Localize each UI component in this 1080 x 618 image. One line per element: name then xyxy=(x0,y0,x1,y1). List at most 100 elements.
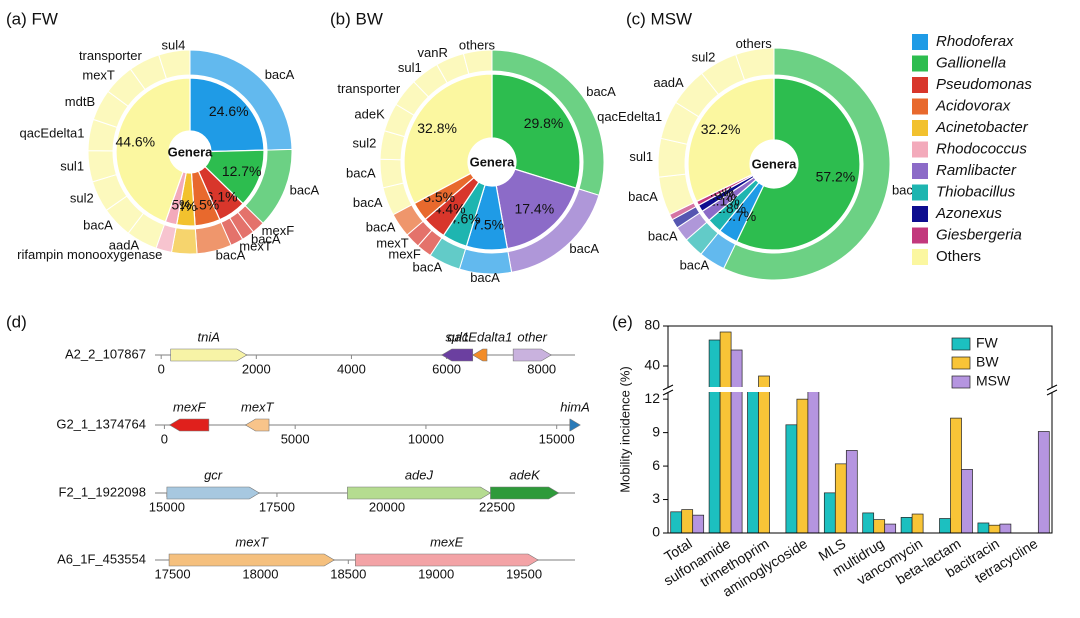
gene-label: qacEdalta1 xyxy=(447,329,512,344)
panel-title: (a) FW xyxy=(6,9,58,28)
value-label: 57.2% xyxy=(816,169,856,185)
x-tick-label: 2000 xyxy=(242,361,271,376)
x-tick-label: 17500 xyxy=(259,499,295,514)
legend-label: BW xyxy=(976,354,999,370)
gene-label: sul1 xyxy=(445,329,469,344)
gene-label: bacA xyxy=(413,259,443,274)
center-label: Genera xyxy=(470,154,516,169)
panel-title: (b) BW xyxy=(330,9,383,28)
gene-label: mexT xyxy=(82,67,115,82)
y-axis-label: Mobility incidence (%) xyxy=(617,366,632,492)
center-hole xyxy=(169,131,211,173)
legend-swatch xyxy=(912,227,928,244)
legend-swatch xyxy=(912,120,928,136)
bar xyxy=(961,469,973,534)
gene-label: bacA xyxy=(290,183,320,198)
legend-swatch xyxy=(912,55,928,72)
x-tick-label: 15000 xyxy=(539,431,575,446)
axis-break-gap xyxy=(662,387,1056,392)
y-tick-label: 40 xyxy=(644,357,660,373)
y-tick-label: 12 xyxy=(644,390,660,406)
gene-label: mexT xyxy=(235,534,269,549)
gene-label: adeK xyxy=(509,467,541,482)
bar xyxy=(1037,431,1050,534)
x-tick-label: 10000 xyxy=(408,431,444,446)
gene-label: mdtB xyxy=(65,94,95,109)
legend-label: Acidovorax xyxy=(935,97,1011,114)
axis-frame xyxy=(667,325,1053,534)
gene-label: other xyxy=(517,329,547,344)
gene-label: mexF xyxy=(388,246,421,261)
gene-arrow xyxy=(569,418,581,432)
bar xyxy=(939,518,951,534)
track-name: G2_1_1374764 xyxy=(56,416,146,431)
gene-label: vanR xyxy=(418,45,448,60)
gene-arrow xyxy=(347,486,492,500)
gene-arrow xyxy=(490,486,560,500)
gene-label: rifampin monooxygenase xyxy=(17,247,162,262)
gene-label: bacA xyxy=(569,241,599,256)
legend-label: FW xyxy=(976,335,999,351)
gene-label: aadA xyxy=(109,238,140,253)
center-label: Genera xyxy=(168,144,214,159)
x-tick-label: 5000 xyxy=(281,431,310,446)
outer-segment xyxy=(379,158,405,189)
gene-label: bacA xyxy=(346,166,376,181)
legend-swatch xyxy=(912,34,928,50)
gene-label: sul4 xyxy=(161,38,185,53)
bar xyxy=(950,417,962,534)
panel-title: (c) MSW xyxy=(626,9,692,28)
value-label: 4% xyxy=(177,198,197,214)
bar xyxy=(900,517,913,534)
value-label: 7.5% xyxy=(472,217,504,233)
x-tick-label: 6000 xyxy=(432,361,461,376)
gene-arrow xyxy=(168,553,335,567)
value-label: 32.8% xyxy=(417,120,457,136)
bar xyxy=(796,398,809,534)
x-tick-label: 19000 xyxy=(418,566,454,581)
gene-arrow xyxy=(441,348,474,362)
legend-label: Thiobacillus xyxy=(936,183,1016,200)
legend-swatch xyxy=(912,77,928,93)
gene-label: sul1 xyxy=(60,159,84,174)
gene-arrow xyxy=(355,553,539,567)
value-label: 32.2% xyxy=(701,121,741,137)
y-tick-label: 3 xyxy=(652,490,660,506)
gene-arrow xyxy=(169,418,210,432)
legend-swatch xyxy=(951,356,971,370)
x-tick-label: 20000 xyxy=(369,499,405,514)
gene-label: aadA xyxy=(653,75,684,90)
value-label: 5.5% xyxy=(187,197,219,213)
x-tick-label: 15000 xyxy=(149,499,185,514)
track-name: A6_1F_453554 xyxy=(57,551,146,566)
value-label: 24.6% xyxy=(209,103,249,119)
bar xyxy=(758,375,770,534)
bar xyxy=(845,450,858,534)
bar xyxy=(730,349,743,534)
legend-label: Pseudomonas xyxy=(936,76,1032,93)
gene-label: qacEdelta1 xyxy=(597,109,662,124)
outer-segment xyxy=(723,47,891,281)
gene-label: tniA xyxy=(198,329,220,344)
center-hole xyxy=(750,140,798,188)
legend-label: Azonexus xyxy=(935,205,1002,222)
legend-label: Rhodococcus xyxy=(936,140,1027,157)
y-tick-label: 80 xyxy=(644,317,660,333)
bar xyxy=(807,388,820,534)
gene-arrow xyxy=(472,348,488,362)
legend-label: MSW xyxy=(976,373,1011,389)
legend-label: Others xyxy=(936,248,981,265)
y-tick-label: 9 xyxy=(652,423,660,439)
bar xyxy=(834,463,847,534)
x-tick-label: 22500 xyxy=(479,499,515,514)
bar xyxy=(747,387,759,534)
outer-segment xyxy=(462,49,493,75)
x-tick-label: 18500 xyxy=(330,566,366,581)
legend-label: Rhodoferax xyxy=(936,33,1014,50)
gene-label: sul2 xyxy=(692,50,716,65)
gene-label: transporter xyxy=(337,81,401,96)
break-mark xyxy=(662,384,674,396)
legend-swatch xyxy=(912,98,928,115)
bar xyxy=(823,492,836,534)
bar xyxy=(785,424,798,534)
